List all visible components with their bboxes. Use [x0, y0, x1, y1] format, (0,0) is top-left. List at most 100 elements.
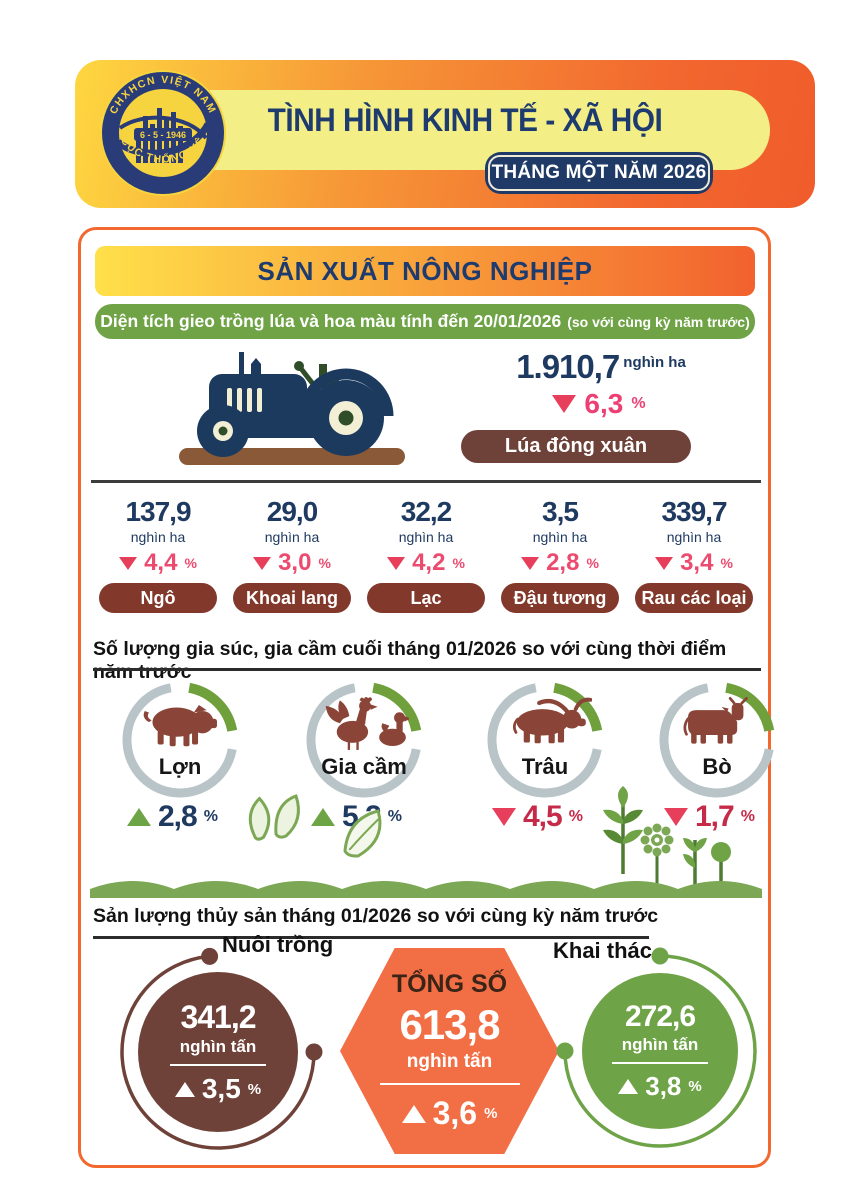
animal-label: Bò	[702, 754, 732, 779]
livestock-item-trau: Trâu 4,5%	[470, 678, 620, 848]
rice-area-number: 1.910,7	[516, 348, 620, 385]
crop-change: 2,8%	[497, 549, 623, 576]
down-triangle-icon	[655, 556, 674, 570]
aquaculture-unit: nghìn tấn	[179, 1037, 257, 1056]
crop-unit: nghìn ha	[666, 529, 722, 545]
crop-label-pill: Rau các loại	[635, 583, 753, 613]
capture-ring-icon	[556, 947, 757, 1148]
aquaculture-ring-icon	[120, 947, 323, 1150]
progress-ring-icon	[659, 682, 775, 798]
progress-ring-icon	[306, 682, 422, 798]
separator-line	[612, 1062, 708, 1064]
down-triangle-icon	[664, 808, 688, 826]
crop-change: 3,0%	[229, 549, 355, 576]
crop-label-pill: Khoai lang	[233, 583, 351, 613]
pig-icon	[143, 704, 217, 747]
up-triangle-icon	[127, 808, 151, 826]
livestock-title-rule	[93, 668, 761, 671]
rice-area-change: 6,3%	[499, 388, 699, 420]
crop-label-pill: Ngô	[99, 583, 217, 613]
down-triangle-icon	[552, 395, 577, 413]
capture-change: 3,8%	[618, 1071, 702, 1102]
crop-column-khoai-lang: 29,0 nghìn ha 3,0% Khoai lang	[229, 496, 355, 613]
buffalo-icon	[513, 697, 592, 744]
planting-banner-note: (so với cùng kỳ năm trước)	[567, 313, 750, 330]
crop-unit: nghìn ha	[130, 529, 186, 545]
planting-banner-title: Diện tích gieo trồng lúa và hoa màu tính…	[100, 311, 562, 331]
down-triangle-icon	[253, 556, 272, 570]
down-triangle-icon	[492, 808, 516, 826]
tractor-icon	[179, 352, 405, 465]
down-triangle-icon	[521, 556, 540, 570]
animal-change: 1,7%	[664, 800, 804, 834]
grass-wave-band	[90, 881, 762, 898]
crop-value: 3,5	[542, 496, 579, 527]
crops-row: 137,9 nghìn ha 4,4% Ngô 29,0 nghìn ha 3,…	[95, 496, 757, 613]
progress-ring-icon	[122, 682, 238, 798]
flower-decoration-icon	[640, 823, 674, 886]
animal-change: 4,5%	[492, 800, 632, 834]
poultry-icon	[325, 697, 409, 750]
down-triangle-icon	[387, 556, 406, 570]
crop-column-rau: 339,7 nghìn ha 3,4% Rau các loại	[631, 496, 757, 613]
rice-label-pill: Lúa đông xuân	[461, 430, 691, 463]
down-triangle-icon	[119, 556, 138, 570]
statistics-office-logo-icon: 6 - 5 - 1946 CHXHCN VIỆT NAM CỤC THỐNG K…	[100, 70, 226, 196]
rice-change-number: 6,3	[584, 388, 624, 419]
crop-value: 32,2	[400, 496, 453, 527]
crop-value: 29,0	[266, 496, 319, 527]
cow-icon	[683, 697, 748, 744]
page-title: TÌNH HÌNH KINH TẾ - XÃ HỘI	[267, 102, 663, 138]
crop-label-pill: Lạc	[367, 583, 485, 613]
capture-unit: nghìn tấn	[621, 1035, 699, 1054]
capture-label: Khai thác	[553, 938, 653, 963]
total-unit: nghìn tấn	[406, 1051, 493, 1072]
total-value: 613,8	[399, 1001, 500, 1048]
percent-sign: %	[631, 395, 646, 412]
total-change: 3,6%	[401, 1095, 497, 1132]
plant-decoration-icon	[603, 786, 643, 874]
section-divider	[91, 480, 761, 483]
capture-circle: 272,6 nghìn tấn 3,8%	[582, 973, 738, 1129]
crop-column-ngo: 137,9 nghìn ha 4,4% Ngô	[95, 496, 221, 613]
header: TÌNH HÌNH KINH TẾ - XÃ HỘI THÁNG MỘT NĂM…	[75, 60, 815, 208]
separator-line	[170, 1064, 266, 1066]
livestock-title: Số lượng gia súc, gia cầm cuối tháng 01/…	[93, 638, 727, 683]
rice-area-unit: nghìn ha	[623, 354, 686, 371]
month-badge-label: THÁNG MỘT NĂM 2026	[488, 155, 710, 191]
section-title: SẢN XUẤT NÔNG NGHIỆP	[95, 246, 755, 296]
capture-value: 272,6	[624, 1000, 696, 1033]
leaves-decoration-icon	[248, 794, 300, 841]
crop-unit: nghìn ha	[532, 529, 588, 545]
crop-unit: nghìn ha	[398, 529, 454, 545]
month-badge: THÁNG MỘT NĂM 2026	[485, 152, 713, 194]
up-triangle-icon	[401, 1104, 426, 1123]
rice-area-value: 1.910,7 nghìn ha	[481, 348, 721, 386]
crop-change: 4,4%	[95, 549, 221, 576]
crop-label-pill: Đậu tương	[501, 583, 619, 613]
aquaculture-value: 341,2	[180, 999, 256, 1035]
fishery-title: Sản lượng thủy sản tháng 01/2026 so với …	[93, 905, 659, 927]
total-label: TỔNG SỐ	[391, 970, 508, 998]
crop-value: 339,7	[661, 496, 727, 527]
up-triangle-icon	[618, 1079, 639, 1094]
crop-unit: nghìn ha	[264, 529, 320, 545]
crop-column-lac: 32,2 nghìn ha 4,2% Lạc	[363, 496, 489, 613]
crop-value: 137,9	[125, 496, 191, 527]
livestock-item-bo: Bò 1,7%	[642, 678, 792, 848]
animal-label: Lợn	[158, 754, 202, 779]
aquaculture-circle: 341,2 nghìn tấn 3,5%	[138, 972, 298, 1132]
total-hexagon: TỔNG SỐ 613,8 nghìn tấn 3,6%	[340, 948, 559, 1154]
livestock-item-lon: Lợn 2,8%	[105, 678, 255, 848]
up-triangle-icon	[174, 1081, 195, 1097]
animal-label: Gia cầm	[321, 754, 407, 779]
crop-change: 4,2%	[363, 549, 489, 576]
crop-change: 3,4%	[631, 549, 757, 576]
aquaculture-label: Nuôi trồng	[222, 932, 334, 957]
animal-label: Trâu	[521, 754, 569, 779]
leaf-decoration-icon	[343, 809, 382, 858]
animal-change: 2,8%	[127, 800, 267, 834]
separator-line	[379, 1083, 520, 1085]
logo-year-text: 6 - 5 - 1946	[140, 130, 186, 140]
